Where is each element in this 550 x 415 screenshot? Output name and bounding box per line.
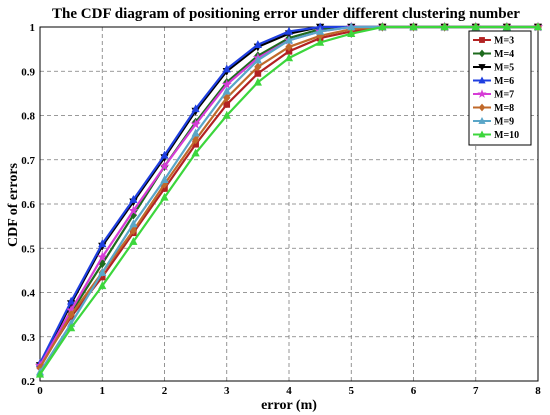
x-tick-label: 3 (224, 385, 230, 397)
data-point (191, 148, 200, 157)
x-tick-label: 2 (162, 385, 168, 397)
data-point (67, 296, 76, 305)
legend-box (468, 30, 532, 146)
grid (40, 27, 538, 381)
data-point (222, 86, 231, 95)
legend-item: M=3 (473, 36, 514, 47)
data-point (502, 22, 511, 31)
y-tick-label: 0.6 (21, 199, 35, 211)
x-tick-label: 4 (286, 385, 292, 397)
legend-label: M=7 (494, 90, 514, 101)
data-point (347, 29, 356, 37)
legend-label: M=4 (494, 49, 514, 60)
data-point (160, 150, 169, 159)
y-axis-label: CDF of errors (6, 162, 21, 247)
legend-item: M=6 (473, 76, 514, 87)
data-point (98, 239, 107, 248)
data-point (191, 135, 200, 145)
y-tick-label: 0.3 (21, 332, 35, 344)
data-point (284, 26, 294, 35)
data-point (316, 37, 325, 46)
data-point (97, 251, 108, 262)
y-tick-label: 1 (30, 22, 36, 34)
legend-label: M=8 (494, 103, 514, 114)
y-tick-label: 0.9 (21, 66, 35, 78)
data-point (378, 22, 387, 31)
chart-title: The CDF diagram of positioning error und… (52, 6, 520, 22)
x-tick-label: 8 (535, 385, 541, 397)
data-point (222, 64, 231, 73)
legend-label: M=9 (494, 117, 514, 128)
data-point (285, 42, 293, 52)
legend-item: M=10 (473, 130, 519, 141)
data-point (35, 369, 45, 378)
x-tick-label: 1 (100, 385, 106, 397)
data-point (409, 22, 418, 31)
legend-label: M=6 (494, 76, 514, 87)
x-tick-label: 6 (411, 385, 417, 397)
legend-marker (478, 103, 486, 112)
x-tick-label: 0 (37, 385, 43, 397)
series-m-10 (35, 22, 543, 378)
axis-ticks: 0 1 2 3 4 5 6 7 8 0.2 0.3 0.4 0.5 0.6 0.7 0.8 0.9 1 (21, 22, 541, 397)
legend-label: M=10 (494, 130, 519, 141)
data-point (98, 281, 107, 290)
x-tick-label: 7 (473, 385, 479, 397)
data-point (129, 195, 138, 203)
legend-marker (478, 49, 486, 58)
data-point (129, 237, 138, 245)
legend-marker (479, 37, 485, 43)
legend-marker (478, 130, 486, 138)
data-point (128, 205, 139, 216)
series-group (34, 21, 544, 378)
y-tick-label: 0.2 (21, 376, 35, 388)
legend-marker (478, 64, 486, 72)
data-point (159, 160, 170, 171)
legend-label: M=3 (494, 36, 514, 47)
y-tick-label: 0.7 (21, 155, 35, 167)
legend-marker (478, 116, 486, 124)
legend: M=3 M=4 M=5 M=6 M=7 M=8 M=9 M=10 (468, 30, 532, 146)
x-axis-label: error (m) (261, 398, 317, 413)
legend-item: M=7 (473, 89, 514, 101)
x-tick-label: 5 (349, 385, 355, 397)
data-point (253, 55, 262, 64)
data-point (191, 128, 200, 137)
data-point (129, 219, 138, 228)
legend-marker (478, 76, 486, 84)
data-point (98, 268, 107, 276)
data-point (440, 22, 449, 31)
data-point (254, 62, 262, 72)
data-point (533, 22, 543, 31)
y-tick-label: 0.5 (21, 243, 35, 255)
legend-item: M=5 (473, 63, 514, 74)
data-point (67, 323, 76, 332)
legend-marker (477, 89, 487, 98)
legend-item: M=4 (473, 49, 514, 60)
data-point (316, 26, 325, 35)
data-point (284, 53, 294, 62)
data-point (284, 35, 294, 44)
y-tick-label: 0.8 (21, 111, 35, 123)
data-point (221, 79, 232, 89)
data-point (222, 110, 231, 119)
data-point (160, 175, 169, 183)
legend-label: M=5 (494, 63, 514, 74)
data-point (253, 40, 262, 49)
legend-item: M=9 (473, 117, 514, 128)
data-point (160, 192, 169, 201)
y-tick-label: 0.4 (21, 288, 35, 300)
data-point (190, 118, 201, 129)
data-point (471, 22, 480, 31)
data-point (253, 77, 262, 86)
legend-item: M=8 (473, 103, 514, 114)
data-point (67, 310, 75, 319)
data-point (254, 70, 262, 77)
data-point (223, 93, 231, 103)
data-point (191, 104, 200, 113)
